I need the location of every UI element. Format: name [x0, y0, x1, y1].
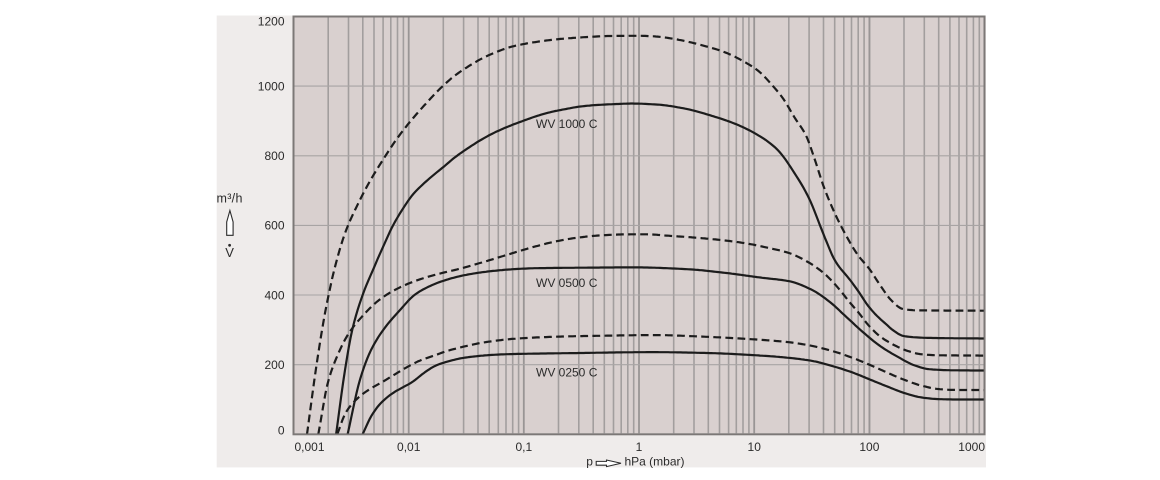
svg-text:0,1: 0,1 — [515, 440, 532, 454]
svg-text:200: 200 — [264, 358, 284, 372]
svg-text:400: 400 — [264, 288, 284, 302]
svg-text:WV 1000 C: WV 1000 C — [536, 117, 598, 131]
svg-text:10: 10 — [748, 440, 762, 454]
svg-text:p: p — [586, 455, 593, 469]
svg-text:0: 0 — [278, 423, 285, 437]
svg-text:800: 800 — [264, 149, 284, 163]
svg-text:600: 600 — [264, 219, 284, 233]
svg-text:WV 0500 C: WV 0500 C — [536, 276, 598, 290]
svg-text:100: 100 — [859, 440, 879, 454]
svg-text:0,01: 0,01 — [397, 440, 421, 454]
svg-text:1: 1 — [636, 440, 643, 454]
svg-text:1200: 1200 — [258, 15, 285, 29]
svg-text:0,001: 0,001 — [295, 440, 325, 454]
svg-text:hPa (mbar): hPa (mbar) — [625, 455, 685, 469]
svg-text:V: V — [225, 245, 234, 260]
svg-text:1000: 1000 — [258, 79, 285, 93]
svg-text:1000: 1000 — [958, 440, 985, 454]
svg-text:WV 0250 C: WV 0250 C — [536, 366, 598, 380]
svg-text:m³/h: m³/h — [217, 192, 243, 206]
